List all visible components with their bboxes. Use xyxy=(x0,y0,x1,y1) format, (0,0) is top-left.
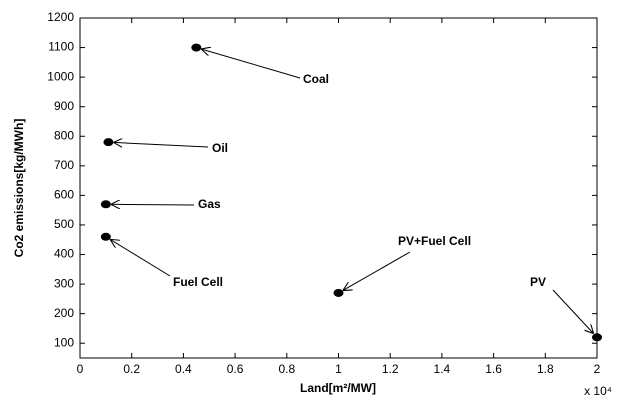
x-tick-label: 1.2 xyxy=(382,362,399,376)
point xyxy=(333,288,344,297)
x-tick-label: 1 xyxy=(335,362,342,376)
y-tick-label: 600 xyxy=(54,188,74,202)
y-tick-label: 300 xyxy=(54,276,74,290)
annotation-arrow xyxy=(113,142,209,148)
x-exponent: x 10⁴ xyxy=(584,384,612,398)
point xyxy=(592,333,602,342)
plot-frame xyxy=(79,17,598,359)
point xyxy=(100,200,111,209)
x-tick-label: 0 xyxy=(77,362,84,376)
y-tick-label: 1200 xyxy=(47,10,74,24)
y-tick-label: 400 xyxy=(54,247,74,261)
annotation-arrow xyxy=(343,251,411,290)
point-label: Oil xyxy=(212,141,228,155)
x-tick-label: 0.4 xyxy=(175,362,192,376)
annotation-arrow xyxy=(201,49,301,79)
point-label: PV+Fuel Cell xyxy=(398,234,471,248)
point xyxy=(191,43,202,52)
x-tick-label: 1.8 xyxy=(537,362,554,376)
y-tick-label: 500 xyxy=(54,217,74,231)
point xyxy=(100,232,111,241)
y-tick-label: 1000 xyxy=(47,69,74,83)
x-axis-label: Land[m²/MW] xyxy=(300,381,376,395)
x-tick-label: 2 xyxy=(594,362,601,376)
y-tick-label: 100 xyxy=(54,335,74,349)
y-tick-label: 900 xyxy=(54,99,74,113)
y-tick-label: 800 xyxy=(54,128,74,142)
y-tick-label: 1100 xyxy=(48,40,74,54)
x-tick-label: 0.6 xyxy=(227,362,244,376)
x-tick-label: 0.8 xyxy=(278,362,295,376)
x-tick-label: 1.6 xyxy=(485,362,502,376)
annotation-arrow xyxy=(111,204,195,205)
y-tick-label: 700 xyxy=(54,158,74,172)
point-label: Fuel Cell xyxy=(173,275,223,289)
x-tick-label: 0.2 xyxy=(123,362,140,376)
y-tick-label: 200 xyxy=(54,306,74,320)
y-axis-label: Co2 emissions[kg/MWh] xyxy=(12,119,26,258)
point-label: Coal xyxy=(303,72,329,86)
x-tick-label: 1.4 xyxy=(434,362,451,376)
point-label: PV xyxy=(530,275,546,289)
point xyxy=(103,138,114,147)
annotation-arrow xyxy=(552,289,594,334)
annotation-arrow xyxy=(110,239,171,277)
point-label: Gas xyxy=(198,197,221,211)
